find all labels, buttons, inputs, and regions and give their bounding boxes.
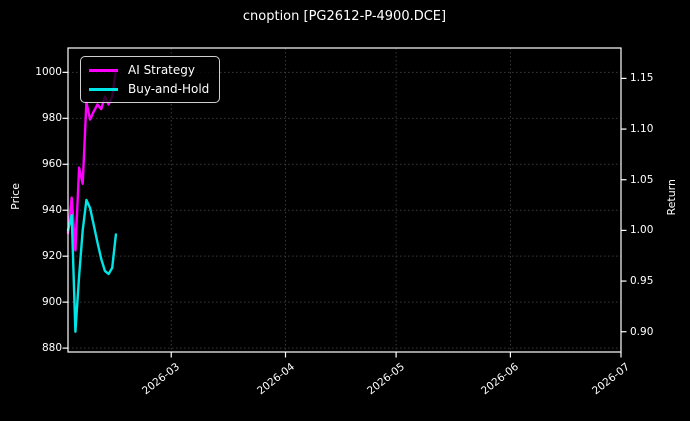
y-tick-label-return: 0.90 — [630, 325, 654, 338]
chart-title: cnoption [PG2612-P-4900.DCE] — [242, 9, 447, 24]
y-tick-label-return: 1.00 — [630, 224, 654, 237]
y-tick-label-price: 920 — [41, 250, 62, 263]
y-tick-label-return: 0.95 — [630, 275, 654, 288]
buy-and-hold-line-swatch-icon — [89, 87, 118, 91]
y-tick-label-return: 1.15 — [630, 72, 654, 85]
series-line-buy-and-hold — [66, 198, 118, 333]
legend: AI Strategy Buy-and-Hold — [80, 56, 221, 103]
legend-entry-ai-strategy: AI Strategy — [89, 63, 209, 77]
legend-entry-buy-and-hold: Buy-and-Hold — [89, 82, 209, 96]
y-tick-label-price: 900 — [41, 296, 62, 309]
legend-label-ai-strategy: AI Strategy — [128, 63, 195, 77]
y-tick-label-price: 960 — [41, 158, 62, 171]
y-tick-label-price: 940 — [41, 204, 62, 217]
y-tick-label-price: 980 — [41, 112, 62, 125]
y-tick-label-price: 880 — [41, 342, 62, 355]
legend-label-buy-and-hold: Buy-and-Hold — [128, 82, 210, 96]
series-line-ai-strategy — [66, 68, 118, 252]
y-tick-label-price: 1000 — [35, 66, 62, 79]
axes-spines — [67, 47, 622, 353]
y-tick-label-return: 1.10 — [630, 123, 654, 136]
y-tick-label-return: 1.05 — [630, 173, 654, 186]
y-axis-label-return: Return — [665, 179, 678, 216]
ai-strategy-line-swatch-icon — [89, 68, 118, 72]
